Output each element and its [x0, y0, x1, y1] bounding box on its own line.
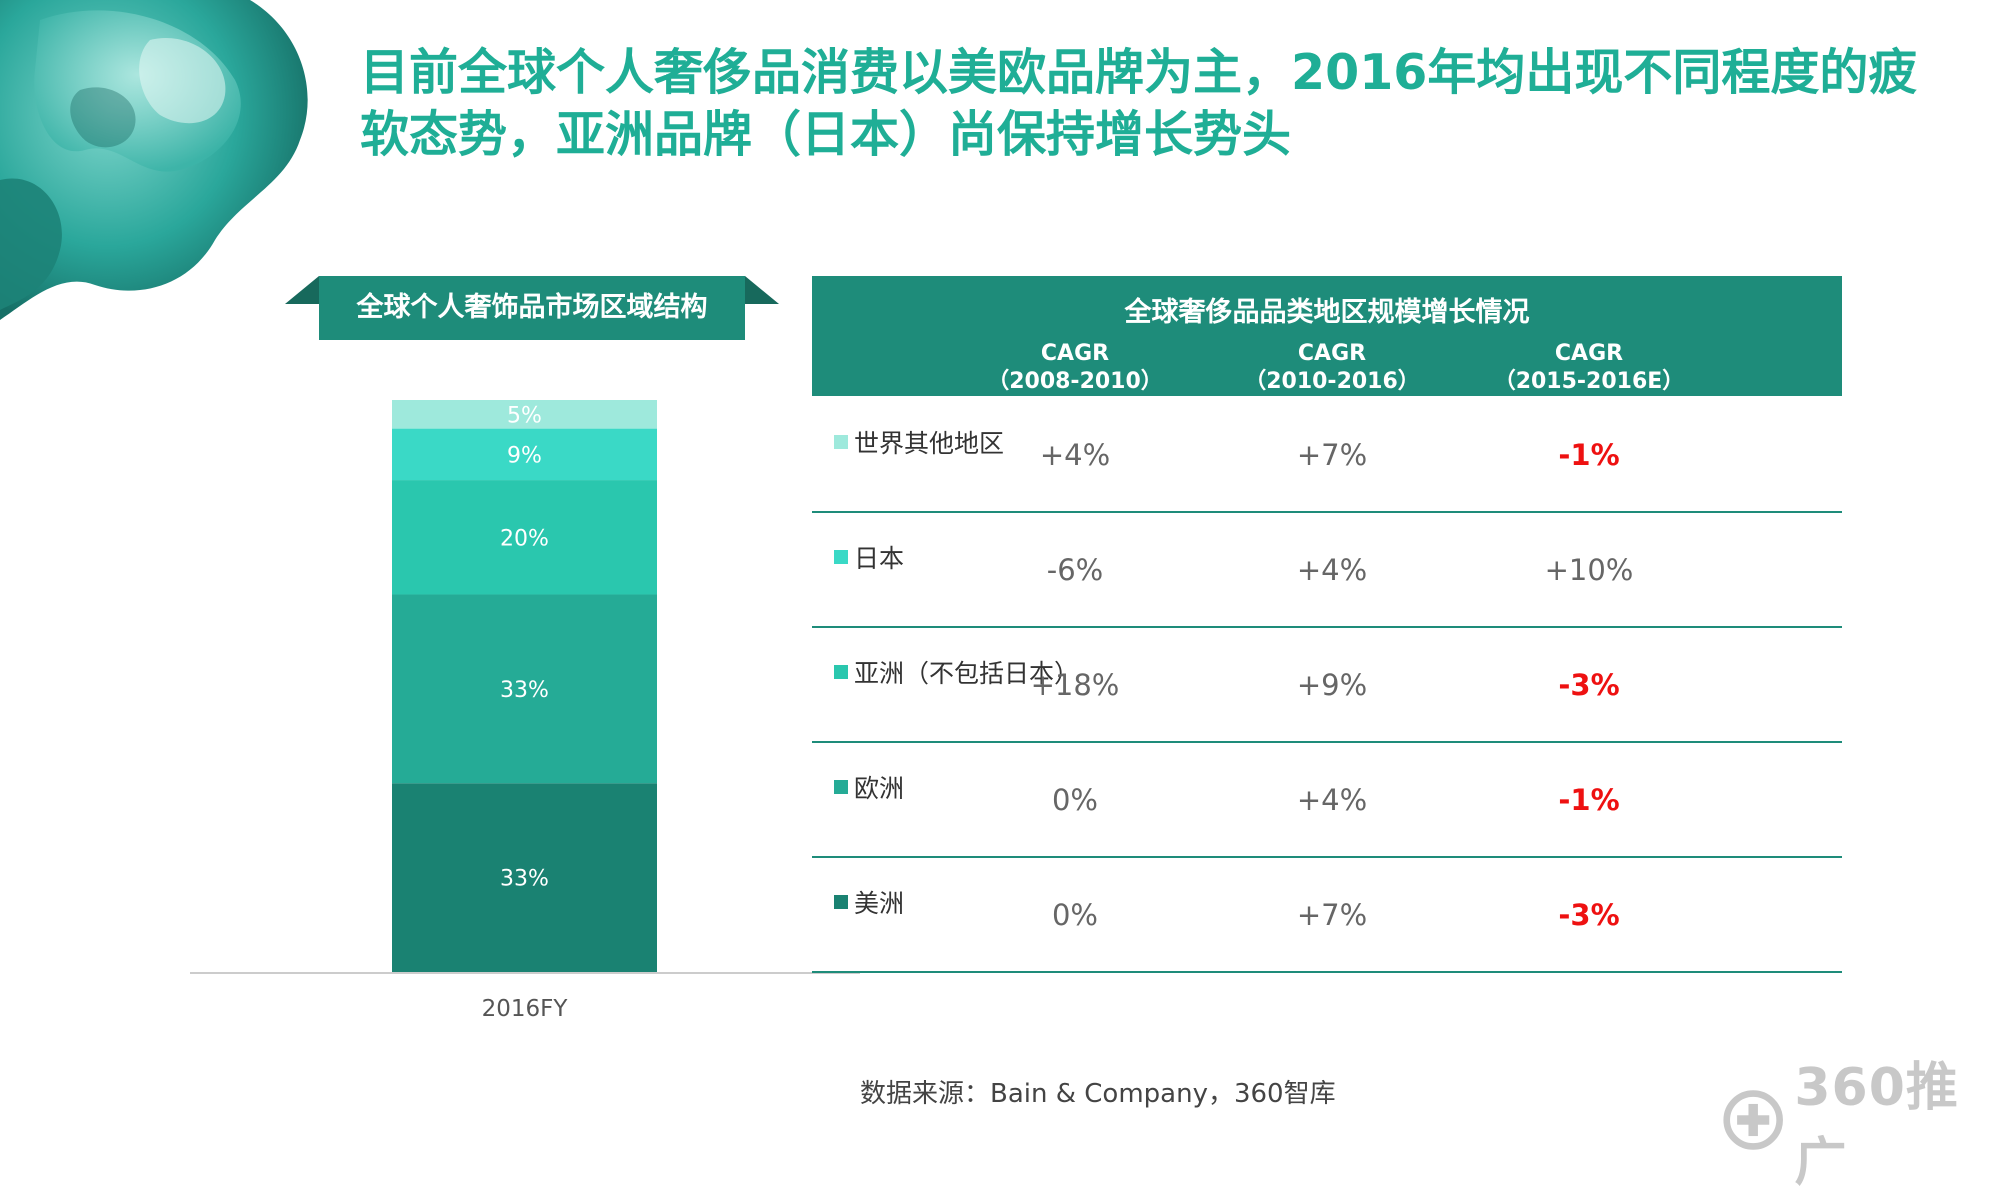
bar-data-label: 33%: [500, 678, 549, 703]
cagr-value: 0%: [1051, 898, 1098, 932]
cagr-value: +7%: [1296, 898, 1368, 932]
region-name: 亚洲（不包括日本）: [854, 659, 1080, 688]
banner-flap-right: [745, 276, 779, 304]
region-name: 日本: [854, 544, 905, 573]
table-row: 日本 -6% +4% +10%: [812, 511, 1842, 628]
legend-swatch: [834, 665, 848, 679]
source-note: 数据来源：Bain & Company，360智库: [860, 1079, 1336, 1109]
legend-swatch: [834, 895, 848, 909]
decorative-ink-splash: [0, 0, 308, 320]
legend-swatch: [834, 550, 848, 564]
cagr-value: +10%: [1544, 553, 1634, 587]
region-name: 欧洲: [854, 774, 905, 803]
bar-data-label: 9%: [507, 443, 542, 468]
table-row: 世界其他地区 +4% +7% -1%: [812, 396, 1842, 513]
column-header-2008-2010: CAGR （2008-2010）: [955, 340, 1195, 396]
table-row: 欧洲 0% +4% -1%: [812, 741, 1842, 858]
legend-swatch: [834, 780, 848, 794]
cagr-value: +18%: [1030, 668, 1120, 702]
region-label: 欧洲: [834, 769, 904, 805]
left-section-heading: 全球个人奢饰品市场区域结构: [285, 276, 779, 340]
bar-segment-1: [392, 594, 657, 784]
table-title: 全球奢侈品品类地区规模增长情况: [1124, 297, 1530, 328]
cagr-value: -3%: [1558, 898, 1620, 932]
cagr-value: 0%: [1051, 783, 1098, 817]
region-label: 美洲: [834, 884, 904, 920]
column-header-line2: （2015-2016E）: [1493, 369, 1685, 394]
bar-segment-4: [392, 400, 657, 429]
cagr-value: +4%: [1296, 553, 1368, 587]
bar-data-label: 5%: [507, 403, 542, 428]
region-label: 亚洲（不包括日本）: [834, 654, 1079, 690]
stacked-bar-chart: 33% 33% 20% 9% 5% 2016FY: [190, 400, 860, 1022]
table-row: 亚洲（不包括日本） +18% +9% -3%: [812, 626, 1842, 743]
cagr-value: +9%: [1296, 668, 1368, 702]
bar-segment-0: [392, 783, 657, 972]
banner-flap-left: [285, 276, 319, 304]
column-header-line2: （2010-2016）: [1244, 369, 1420, 394]
column-header-2015-2016e: CAGR （2015-2016E）: [1469, 340, 1709, 396]
cagr-value: +7%: [1296, 438, 1368, 472]
region-label: 日本: [834, 539, 904, 575]
region-label: 世界其他地区: [834, 424, 1004, 460]
cagr-value: -1%: [1558, 438, 1620, 472]
table-header: 全球奢侈品品类地区规模增长情况 CAGR （2008-2010） CAGR （2…: [812, 276, 1842, 396]
cagr-value: -1%: [1558, 783, 1620, 817]
region-name: 美洲: [854, 889, 905, 918]
x-tick-label: 2016FY: [482, 996, 569, 1022]
column-header-line1: CAGR: [1040, 341, 1110, 366]
plus-circle-icon: [1723, 1090, 1783, 1150]
cagr-value: -3%: [1558, 668, 1620, 702]
bar-segment-3: [392, 428, 657, 481]
bar-segment-2: [392, 480, 657, 595]
table-row: 美洲 0% +7% -3%: [812, 856, 1842, 973]
column-header-line1: CAGR: [1554, 341, 1624, 366]
cagr-value: -6%: [1046, 553, 1104, 587]
bar-data-label: 33%: [500, 867, 549, 892]
column-header-line1: CAGR: [1297, 341, 1367, 366]
column-header-line2: （2008-2010）: [987, 369, 1163, 394]
brand-logo: 360推广: [1722, 1045, 2000, 1195]
left-heading-text: 全球个人奢饰品市场区域结构: [319, 276, 745, 340]
bar-data-label: 20%: [500, 526, 549, 551]
cagr-value: +4%: [1039, 438, 1111, 472]
column-header-2010-2016: CAGR （2010-2016）: [1212, 340, 1452, 396]
page-title: 目前全球个人奢侈品消费以美欧品牌为主，2016年均出现不同程度的疲软态势，亚洲品…: [360, 44, 1918, 163]
legend-swatch: [834, 435, 848, 449]
cagr-value: +4%: [1296, 783, 1368, 817]
region-name: 世界其他地区: [854, 429, 1005, 458]
logo-text: 360推广: [1794, 1058, 1959, 1193]
